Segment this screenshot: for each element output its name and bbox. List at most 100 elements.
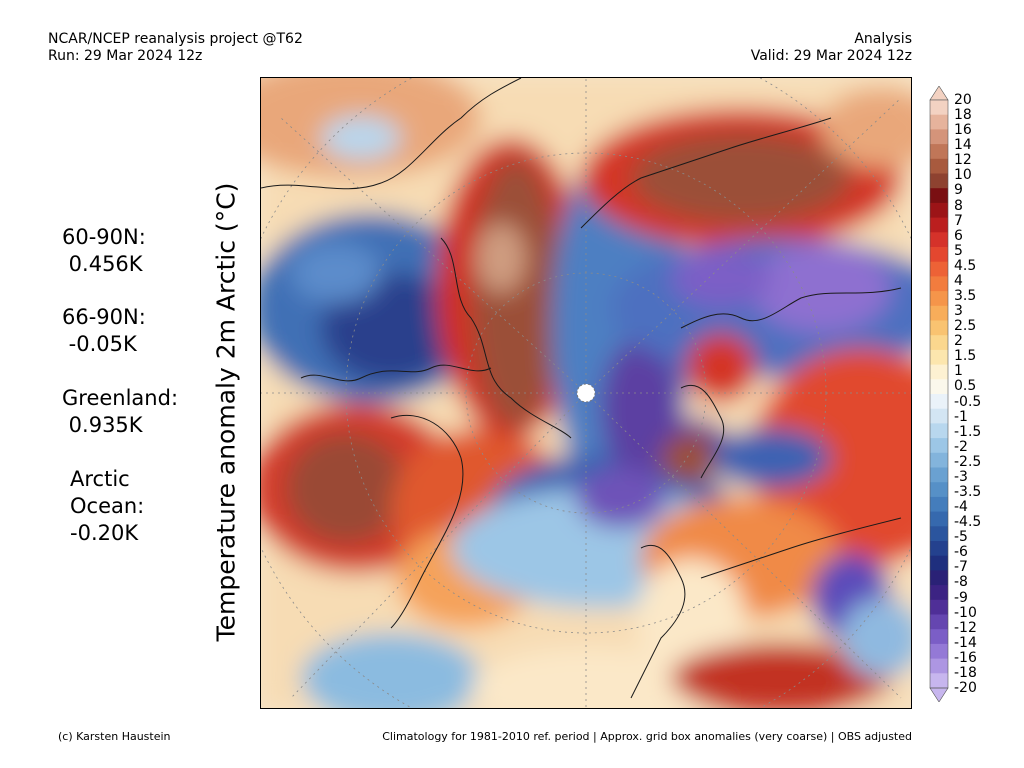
- colorbar-tick-label: 0.5: [954, 378, 977, 395]
- colorbar-swatch: [930, 129, 948, 145]
- run-time: Run: 29 Mar 2024 12z: [48, 48, 203, 64]
- colorbar: [929, 86, 949, 702]
- colorbar-swatch: [930, 541, 948, 557]
- colorbar-tick-label: 6: [954, 227, 963, 244]
- valid-time: Valid: 29 Mar 2024 12z: [750, 48, 912, 64]
- colorbar-tick-label: -3: [954, 468, 968, 485]
- colorbar-swatch: [930, 188, 948, 204]
- colorbar-swatch: [930, 599, 948, 615]
- colorbar-tick-label: 14: [954, 137, 972, 154]
- stat-value: -0.05K: [62, 332, 137, 356]
- stat-66-90n: 66-90N: -0.05K: [62, 304, 146, 358]
- colorbar-swatch: [930, 379, 948, 395]
- run-info: NCAR/NCEP reanalysis project @T62 Run: 2…: [48, 31, 303, 65]
- colorbar-tick-label: -2: [954, 438, 968, 455]
- colorbar-swatch: [930, 511, 948, 527]
- colorbar-tick-label: -0.5: [954, 393, 982, 410]
- colorbar-tick-label: -7: [954, 559, 968, 576]
- colorbar-swatch: [930, 276, 948, 292]
- colorbar-swatch: [930, 496, 948, 512]
- colorbar-tick-label: -14: [954, 634, 977, 651]
- colorbar-tick-label: 3.5: [954, 288, 977, 304]
- north-pole-marker: [576, 383, 596, 403]
- colorbar-swatch: [930, 438, 948, 454]
- colorbar-swatch: [930, 114, 948, 130]
- colorbar-swatch: [930, 349, 948, 365]
- colorbar-tick-label: -20: [954, 680, 977, 696]
- colorbar-tick-label: 7: [954, 212, 963, 229]
- colorbar-swatch: [930, 100, 948, 116]
- stat-60-90n: 60-90N: 0.456K: [62, 224, 146, 278]
- colorbar-swatch: [930, 261, 948, 277]
- colorbar-tick-label: 4: [954, 272, 963, 289]
- colorbar-tick-label: 5: [954, 242, 963, 259]
- colorbar-swatch: [930, 408, 948, 424]
- colorbar-swatch: [930, 173, 948, 189]
- coastlines: [261, 78, 902, 699]
- colorbar-tick-label: 4.5: [954, 257, 977, 274]
- colorbar-tick-label: -5: [954, 529, 968, 546]
- colorbar-tick-label: -8: [954, 574, 968, 591]
- credit: (c) Karsten Haustein: [58, 730, 171, 743]
- colorbar-tick-label: -9: [954, 589, 968, 606]
- colorbar-outline: [929, 99, 949, 689]
- stat-region: Greenland:: [62, 386, 179, 410]
- stat-value: 0.935K: [62, 413, 143, 437]
- colorbar-swatch: [930, 614, 948, 630]
- colorbar-tick-label: -1.5: [954, 423, 982, 440]
- colorbar-swatch: [930, 394, 948, 410]
- colorbar-swatch: [930, 202, 948, 218]
- colorbar-swatch: [930, 247, 948, 263]
- colorbar-tick-label: -10: [954, 604, 977, 621]
- graticule: [261, 78, 911, 708]
- colorbar-swatch: [930, 335, 948, 351]
- colorbar-swatch: [930, 291, 948, 307]
- colorbar-tick-label: 2: [954, 333, 963, 350]
- stat-arctic-ocean: Arctic Ocean: -0.20K: [70, 466, 144, 547]
- colorbar-swatch: [930, 673, 948, 689]
- colorbar-tick-label: -2.5: [954, 453, 982, 470]
- colorbar-swatch: [930, 364, 948, 380]
- colorbar-tick-label: -4: [954, 499, 968, 516]
- colorbar-tick-label: 3: [954, 303, 963, 320]
- climatology-note: Climatology for 1981-2010 ref. period | …: [382, 730, 912, 743]
- colorbar-tick-label: 12: [954, 152, 972, 169]
- colorbar-max-arrow: [929, 86, 949, 101]
- colorbar-swatch: [930, 452, 948, 468]
- colorbar-swatch: [930, 585, 948, 601]
- stat-value: 0.456K: [62, 252, 143, 276]
- colorbar-tick-label: -16: [954, 649, 977, 666]
- colorbar-tick-label: -6: [954, 544, 968, 561]
- colorbar-tick-label: 16: [954, 122, 972, 139]
- colorbar-swatch: [930, 555, 948, 571]
- colorbar-swatch: [930, 158, 948, 174]
- stat-region: 66-90N:: [62, 305, 146, 329]
- colorbar-tick-label: -3.5: [954, 484, 982, 500]
- colorbar-tick-label: -1: [954, 408, 968, 425]
- colorbar-swatch: [930, 643, 948, 659]
- analysis-label: Analysis: [854, 31, 912, 47]
- colorbar-swatch: [930, 482, 948, 498]
- colorbar-tick-label: -18: [954, 664, 977, 681]
- stat-region: Arctic Ocean:: [70, 467, 145, 518]
- colorbar-swatch: [930, 423, 948, 439]
- stat-region: 60-90N:: [62, 225, 146, 249]
- valid-info: Analysis Valid: 29 Mar 2024 12z: [751, 31, 912, 65]
- map-variable-label: Temperature anomaly 2m Arctic (°C): [211, 182, 241, 642]
- colorbar-tick-label: 2.5: [954, 318, 977, 335]
- colorbar-min-arrow: [929, 687, 949, 702]
- stat-value: -0.20K: [70, 521, 139, 545]
- map-canvas: [261, 78, 911, 708]
- model-name: NCAR/NCEP reanalysis project @T62: [48, 31, 303, 47]
- colorbar-tick-label: 1: [954, 363, 963, 380]
- colorbar-swatch: [930, 217, 948, 233]
- colorbar-swatch: [930, 526, 948, 542]
- colorbar-tick-label: 18: [954, 107, 972, 124]
- colorbar-swatch: [930, 629, 948, 645]
- colorbar-tick-label: 8: [954, 197, 963, 214]
- colorbar-tick-label: -4.5: [954, 514, 982, 531]
- colorbar-swatch: [930, 305, 948, 321]
- colorbar-tick-label: 20: [954, 92, 972, 108]
- colorbar-tick-label: -12: [954, 619, 977, 636]
- stat-greenland: Greenland: 0.935K: [62, 385, 178, 439]
